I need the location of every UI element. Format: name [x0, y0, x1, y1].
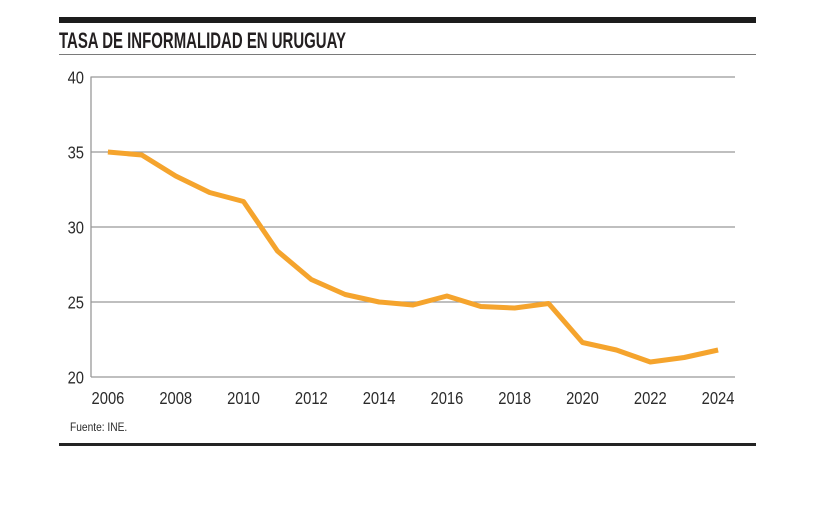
- top-accent-bar: [59, 17, 756, 23]
- y-tick-label: 25: [68, 293, 84, 313]
- y-tick-label: 35: [68, 143, 84, 163]
- bottom-divider: [59, 443, 756, 446]
- trend-line: [107, 149, 719, 365]
- x-tick-label: 2006: [92, 389, 125, 409]
- x-tick-label: 2008: [159, 389, 192, 409]
- x-tick-label: 2010: [227, 389, 260, 409]
- source-note: Fuente: INE.: [70, 420, 128, 434]
- chart-title: TASA DE INFORMALIDAD EN URUGUAY: [59, 28, 347, 53]
- x-tick-label: 2024: [702, 389, 735, 409]
- y-tick-label: 40: [68, 68, 84, 88]
- y-tick-label: 30: [68, 218, 84, 238]
- x-tick-label: 2014: [363, 389, 396, 409]
- title-divider: [59, 54, 756, 55]
- y-tick-label: 20: [68, 368, 84, 388]
- x-tick-label: 2016: [430, 389, 463, 409]
- x-tick-label: 2012: [295, 389, 328, 409]
- x-tick-label: 2018: [498, 389, 531, 409]
- x-tick-label: 2020: [566, 389, 599, 409]
- x-tick-label: 2022: [634, 389, 667, 409]
